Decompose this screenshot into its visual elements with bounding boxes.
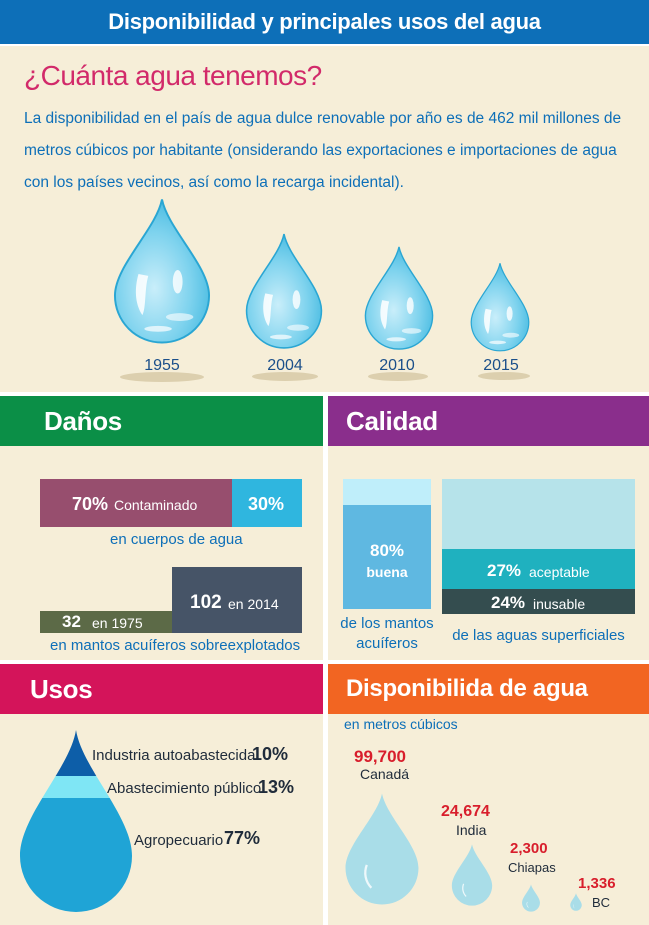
bc-value: 1,336 xyxy=(578,875,616,892)
aceptable-label: aceptable xyxy=(529,564,590,580)
usos-title: Usos xyxy=(0,664,323,714)
uso-publico-label: Abastecimiento público xyxy=(107,780,262,797)
uso-agropecuario-label: Agropecuario xyxy=(134,832,224,849)
contaminado-label: Contaminado xyxy=(114,497,198,513)
danos-title: Daños xyxy=(0,396,323,446)
value-2014: 102 xyxy=(190,592,222,613)
bar1-caption: en cuerpos de agua xyxy=(110,531,243,548)
mantos-caption: de los mantos xyxy=(340,615,434,632)
superficiales-caption: de las aguas superficiales xyxy=(452,627,625,644)
canada-label: Canadá xyxy=(360,766,410,782)
disponibilidad-title: Disponibilida de agua xyxy=(328,664,649,714)
uso-agropecuario-pct: 77% xyxy=(224,828,261,848)
intro-text: La disponibilidad en el país de agua dul… xyxy=(24,110,622,191)
year-label: 2004 xyxy=(267,357,303,374)
label-2014: en 2014 xyxy=(228,596,279,612)
india-drop-icon xyxy=(451,843,493,907)
chiapas-label: Chiapas xyxy=(508,860,556,875)
drop-shadow xyxy=(368,372,428,381)
contaminado-bar xyxy=(40,479,232,527)
no-contaminado-pct: 30% xyxy=(248,494,285,514)
water-drop-icon xyxy=(113,196,211,346)
india-label: India xyxy=(456,822,487,838)
drop-shadow xyxy=(252,372,318,381)
water-drop-icon xyxy=(364,245,434,351)
water-drop-icon xyxy=(245,232,323,350)
inusable-pct: 24% xyxy=(491,593,526,612)
bc-label: BC xyxy=(592,895,611,910)
disponibilidad-subtitle: en metros cúbicos xyxy=(344,716,458,732)
page-header: Disponibilidad y principales usos del ag… xyxy=(0,0,649,44)
drop-shadow xyxy=(478,372,530,380)
superficiales-column xyxy=(442,479,635,549)
bc-drop-icon xyxy=(570,893,582,911)
canada-value: 99,700 xyxy=(354,747,406,766)
chiapas-drop-icon xyxy=(521,884,541,912)
year-label: 1955 xyxy=(144,357,180,374)
buena-label: buena xyxy=(366,564,408,580)
mantos-buena-fill xyxy=(343,505,431,609)
bar-2014 xyxy=(172,567,302,633)
inusable-label: inusable xyxy=(533,596,586,612)
bar2-caption: en mantos acuíferos sobreexplotados xyxy=(50,637,301,654)
intro-panel xyxy=(0,46,649,392)
canada-drop-icon xyxy=(344,790,420,908)
india-value: 24,674 xyxy=(441,803,490,820)
label-1975: en 1975 xyxy=(92,615,143,631)
no-contaminado-bar xyxy=(232,479,302,527)
aceptable-bar xyxy=(442,549,635,589)
year-label: 2010 xyxy=(379,357,415,374)
water-drop-icon xyxy=(470,262,530,352)
mantos-caption: acuíferos xyxy=(356,635,418,652)
inusable-bar xyxy=(442,589,635,614)
chiapas-value: 2,300 xyxy=(510,840,548,857)
year-label: 2015 xyxy=(483,357,519,374)
water-uses-drop-icon xyxy=(20,730,132,912)
uso-publico-pct: 13% xyxy=(258,777,295,797)
aceptable-pct: 27% xyxy=(487,561,522,580)
calidad-title: Calidad xyxy=(328,396,649,446)
buena-pct: 80% xyxy=(369,541,405,560)
value-1975: 32 xyxy=(62,612,81,631)
contaminado-pct: 70% xyxy=(72,494,109,514)
uso-industria-label: Industria autoabastecida xyxy=(92,747,256,764)
intro-question: ¿Cuánta agua tenemos? xyxy=(24,60,322,91)
bar-1975 xyxy=(40,611,172,633)
drop-shadow xyxy=(120,372,204,382)
uso-industria-pct: 10% xyxy=(252,744,289,764)
